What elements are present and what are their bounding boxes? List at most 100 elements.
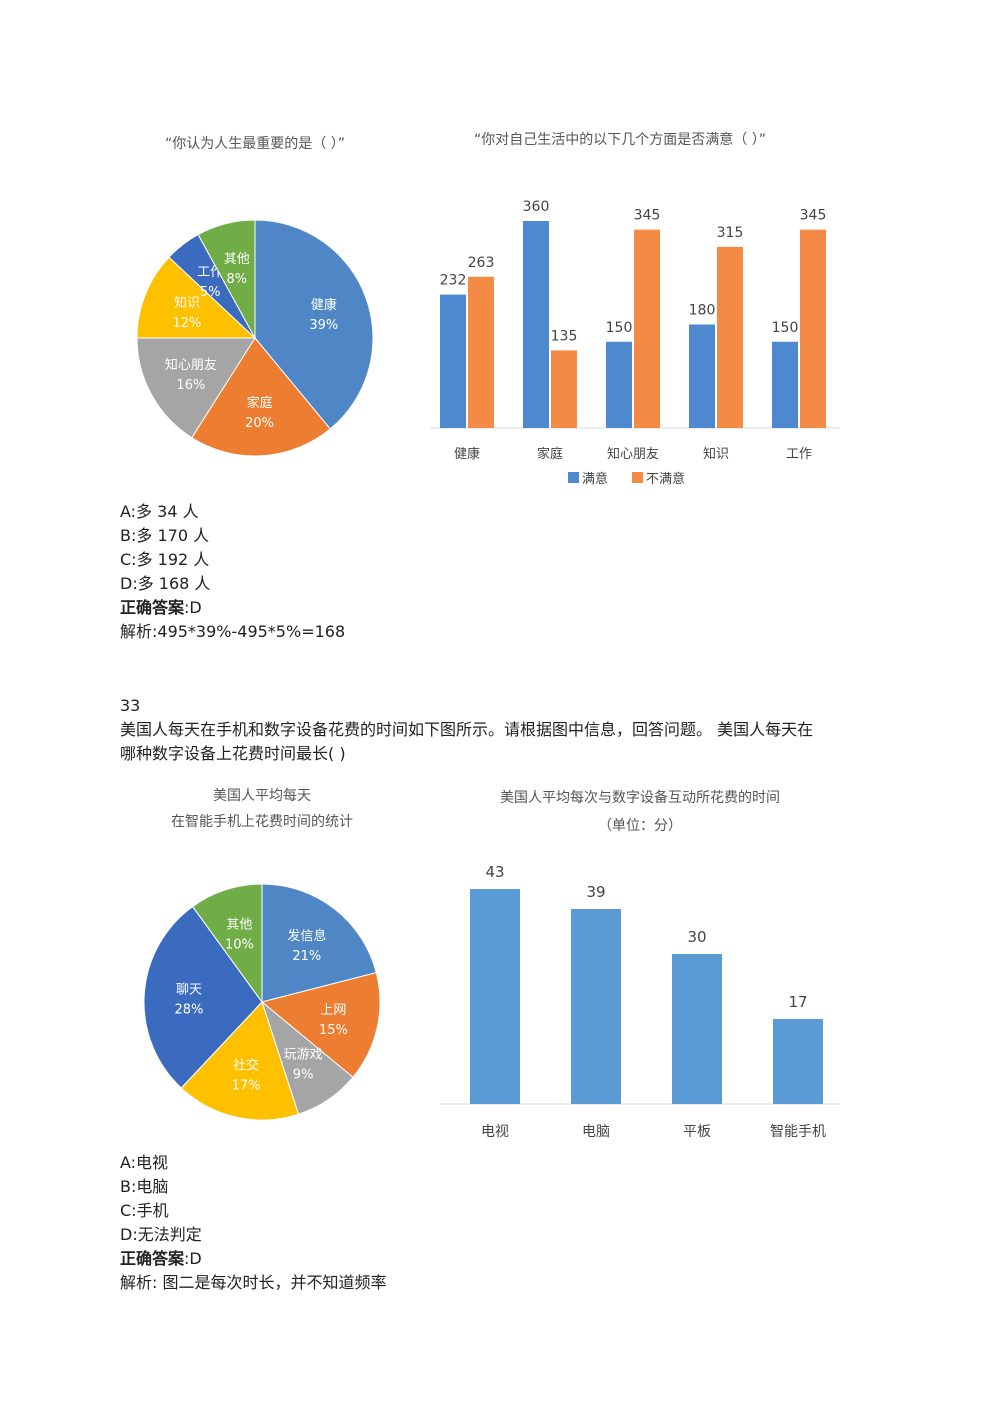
bar: [689, 324, 715, 428]
slice-value-label: 5%: [200, 285, 221, 300]
answer-line: 正确答案:D: [120, 1247, 202, 1271]
slice-label: 健康: [311, 297, 337, 313]
slice-label: 聊天: [176, 982, 202, 997]
legend-swatch: [632, 472, 643, 483]
question-text-line2: 哪种数字设备上花费时间最长( ): [120, 744, 346, 763]
data-label: 135: [551, 328, 578, 344]
bar: [800, 229, 826, 428]
x-tick-label: 健康: [454, 446, 480, 462]
x-tick-label: 知识: [703, 446, 729, 462]
slice-value-label: 21%: [292, 949, 321, 964]
bar: [470, 889, 520, 1104]
x-tick-label: 智能手机: [770, 1124, 826, 1140]
option-c[interactable]: C:多 192 人: [120, 550, 210, 569]
answer-label: 正确答案: [120, 1249, 185, 1268]
slice-label: 玩游戏: [284, 1048, 323, 1063]
bar: [523, 221, 549, 428]
slice-value-label: 39%: [309, 318, 338, 333]
data-label: 17: [788, 993, 807, 1011]
chart-title: 在智能手机上花费时间的统计: [171, 814, 353, 830]
data-label: 43: [485, 863, 504, 881]
slice-value-label: 17%: [232, 1078, 261, 1093]
bar: [468, 276, 494, 428]
slice-label: 其他: [226, 917, 252, 932]
bar: [606, 341, 632, 428]
pie-slice: [180, 1001, 300, 1121]
question-number: 33: [120, 696, 141, 715]
slice-value-label: 10%: [225, 937, 254, 952]
data-label: 180: [689, 303, 716, 319]
answer-line: 正确答案:D: [120, 596, 202, 620]
slice-value-label: 16%: [176, 378, 205, 393]
answer-label: 正确答案: [120, 598, 185, 617]
option-d[interactable]: D:无法判定: [120, 1225, 202, 1244]
pie-slice: [143, 905, 263, 1089]
pie-slice: [136, 256, 257, 339]
data-label: 30: [687, 928, 706, 946]
data-label: 232: [440, 273, 467, 289]
legend-swatch: [568, 472, 579, 483]
q33-bar-chart: 美国人平均每次与数字设备互动所花费的时间 （单位：分） 43 电视 39 电脑 30 平板 17…: [440, 789, 840, 1140]
bar: [772, 341, 798, 428]
explanation: 解析:495*39%-495*5%=168: [120, 622, 346, 641]
x-tick-label: 平板: [683, 1124, 711, 1140]
slice-value-label: 9%: [293, 1068, 314, 1083]
slice-label: 家庭: [247, 395, 273, 411]
x-tick-label: 工作: [786, 447, 812, 462]
pie-slice: [260, 972, 381, 1078]
option-c[interactable]: C:手机: [120, 1201, 169, 1220]
slice-label: 其他: [224, 252, 250, 267]
x-tick-label: 知心朋友: [607, 446, 659, 462]
data-label: 315: [717, 225, 744, 241]
data-label: 263: [468, 255, 495, 271]
bar: [551, 350, 577, 428]
explanation: 解析: 图二是每次时长，并不知道频率: [120, 1273, 387, 1292]
pie-slice: [197, 219, 256, 339]
chart-title: “你对自己生活中的以下几个方面是否满意（ ）”: [474, 131, 766, 148]
bar: [717, 246, 743, 428]
bar: [634, 229, 660, 428]
data-label: 150: [772, 320, 799, 336]
pie-slice: [254, 219, 374, 430]
answer-value: :D: [184, 1249, 202, 1268]
data-label: 345: [800, 208, 827, 224]
data-label: 39: [586, 883, 605, 901]
chart-title: 美国人平均每次与数字设备互动所花费的时间: [500, 789, 780, 806]
chart-title: “你认为人生最重要的是（ ）”: [165, 136, 345, 152]
slice-label: 上网: [320, 1003, 346, 1018]
x-tick-label: 家庭: [537, 446, 563, 462]
answer-value: :D: [184, 598, 202, 617]
slice-value-label: 20%: [245, 416, 274, 431]
data-label: 360: [523, 199, 550, 215]
slice-value-label: 12%: [173, 316, 202, 331]
option-a[interactable]: A:电视: [120, 1153, 169, 1172]
slice-label: 社交: [233, 1057, 259, 1073]
slice-label: 发信息: [287, 928, 326, 944]
data-label: 150: [606, 320, 633, 336]
legend-label: 不满意: [646, 471, 685, 487]
option-a[interactable]: A:多 34 人: [120, 502, 199, 521]
pie-slice: [191, 337, 331, 457]
bar: [773, 1019, 823, 1104]
bar: [672, 954, 722, 1104]
legend-label: 满意: [582, 471, 608, 487]
bar: [571, 909, 621, 1104]
pie-slice: [261, 883, 377, 1003]
chart-title: 美国人平均每天: [213, 788, 311, 804]
slice-label: 知心朋友: [165, 357, 217, 373]
pie-slice: [191, 883, 263, 1004]
option-d[interactable]: D:多 168 人: [120, 574, 211, 593]
question-text-line1: 美国人每天在手机和数字设备花费的时间如下图所示。请根据图中信息，回答问题。 美国…: [120, 720, 814, 739]
slice-label: 知识: [174, 295, 200, 311]
chart-subtitle: （单位：分）: [598, 818, 682, 834]
q32-pie-chart: “你认为人生最重要的是（ ）”健康39%家庭20%知心朋友16%知识12%工作5…: [136, 136, 374, 457]
option-b[interactable]: B:多 170 人: [120, 526, 210, 545]
pie-slice: [136, 337, 256, 439]
slice-value-label: 8%: [226, 272, 247, 287]
slice-value-label: 15%: [319, 1023, 348, 1038]
option-b[interactable]: B:电脑: [120, 1177, 169, 1196]
slice-value-label: 28%: [175, 1002, 204, 1017]
bar: [440, 294, 466, 428]
